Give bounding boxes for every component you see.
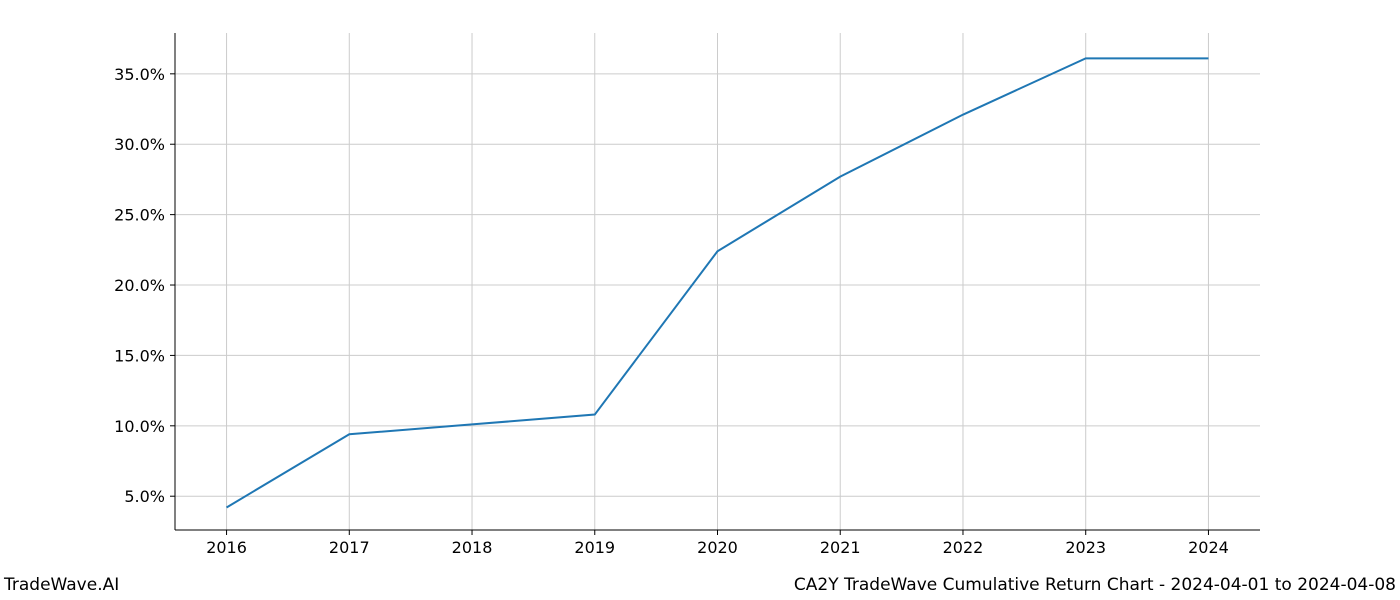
footer-left-label: TradeWave.AI — [3, 575, 119, 595]
x-tick-label: 2022 — [943, 538, 984, 557]
line-chart: 2016 2017 2018 2019 2020 2021 2022 2023 2024 5.0%… — [0, 0, 1400, 600]
x-tick-label: 2019 — [574, 538, 615, 557]
y-tick-label: 5.0% — [124, 487, 165, 506]
y-tick-label: 20.0% — [114, 276, 165, 295]
x-tick-label: 2021 — [820, 538, 861, 557]
footer-right-label: CA2Y TradeWave Cumulative Return Chart -… — [794, 575, 1396, 595]
x-tick-label: 2023 — [1065, 538, 1106, 557]
x-tick-label: 2018 — [452, 538, 493, 557]
y-tick-label: 30.0% — [114, 135, 165, 154]
x-tick-label: 2016 — [206, 538, 247, 557]
x-tick-label: 2017 — [329, 538, 370, 557]
x-tick-label: 2020 — [697, 538, 738, 557]
chart-container: 2016 2017 2018 2019 2020 2021 2022 2023 2024 5.0%… — [0, 0, 1400, 600]
y-tick-label: 35.0% — [114, 65, 165, 84]
y-tick-label: 10.0% — [114, 417, 165, 436]
y-tick-label: 25.0% — [114, 206, 165, 225]
y-tick-label: 15.0% — [114, 346, 165, 365]
x-tick-label: 2024 — [1188, 538, 1229, 557]
